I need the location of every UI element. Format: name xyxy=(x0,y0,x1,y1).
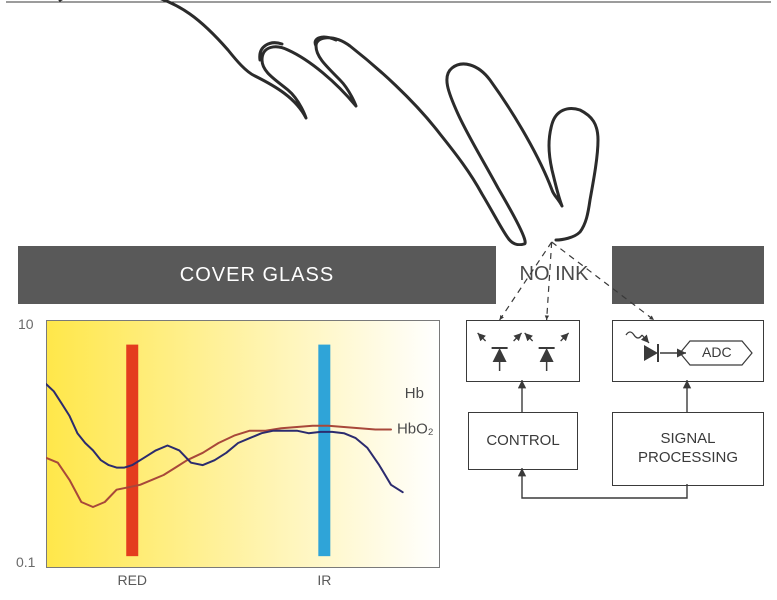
block-diagram-arrows xyxy=(0,0,777,600)
arrow-signal-to-control xyxy=(522,468,687,498)
